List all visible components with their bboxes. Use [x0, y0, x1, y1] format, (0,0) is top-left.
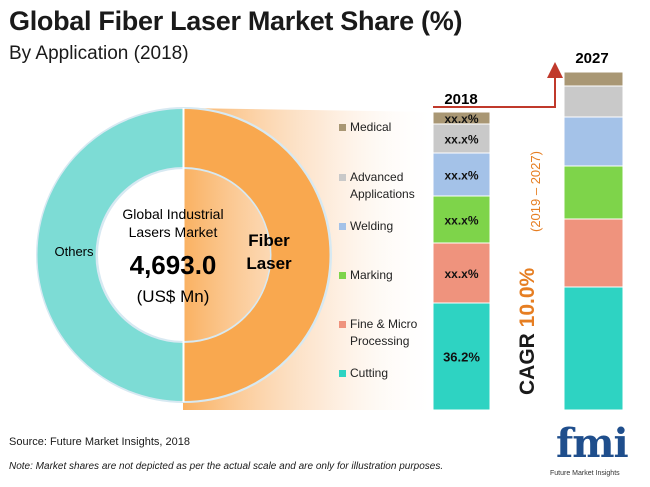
bar-2027 [563, 71, 624, 411]
cagr-label: CAGR 10.0% [516, 267, 539, 395]
legend-swatch-medical [339, 124, 346, 131]
bar-2018-segment-marking [432, 195, 491, 244]
bar-2027-segment-medical [563, 71, 624, 87]
note-text: Note: Market shares are not depicted as … [9, 461, 444, 472]
legend-swatch-welding [339, 223, 346, 230]
bar-2018-label-welding: xx.x% [444, 169, 478, 183]
donut-segment-others [37, 109, 185, 401]
fiber-laser-label-2: Laser [246, 254, 292, 273]
legend-label-medical: Medical [350, 120, 391, 134]
legend-swatch-advanced-applications [339, 174, 346, 181]
cagr-period: (2019 – 2027) [528, 151, 543, 232]
bar-2018-label-advanced-applications: xx.x% [444, 133, 478, 147]
growth-arrow [490, 62, 563, 108]
bar-2027-segment-welding [563, 116, 624, 167]
legend-swatch-fine-micro-processing [339, 321, 346, 328]
legend: Cutting Fine & Micro Processing Marking Weld… [339, 120, 418, 380]
fiber-laser-label-1: Fiber [248, 231, 290, 250]
bar-2018-label-marking: xx.x% [444, 214, 478, 228]
legend-label-fine-micro-processing-2: Processing [350, 334, 409, 348]
bar-2018-segment-cutting [432, 302, 491, 411]
donut-center-line-1: Global Industrial [122, 206, 223, 222]
fmi-logo: fmi Future Market Insights [550, 420, 646, 480]
chart-subtitle: By Application (2018) [9, 43, 189, 64]
source-text: Source: Future Market Insights, 2018 [9, 436, 190, 448]
legend-swatch-marking [339, 272, 346, 279]
legend-label-marking: Marking [350, 268, 393, 282]
bar-2018-segment-fine-micro-processing [432, 242, 491, 304]
logo-subtext: Future Market Insights [550, 470, 620, 477]
bar-2018: 36.2% xx.x% xx.x% xx.x% xx.x% xx.x% [432, 111, 491, 411]
bar-2018-label-cutting: 36.2% [443, 350, 480, 365]
legend-label-advanced-applications-2: Applications [350, 187, 415, 201]
bar-2018-label-medical: xx.x% [444, 112, 478, 126]
bar-2018-segment-medical [432, 111, 491, 125]
donut-center-line-2: Lasers Market [129, 224, 218, 240]
bar-2027-segment-fine-micro-processing [563, 218, 624, 288]
bar-2018-label: 2018 [444, 91, 477, 108]
legend-label-advanced-applications-1: Advanced [350, 170, 403, 184]
bar-2027-segment-cutting [563, 286, 624, 411]
bar-2027-label: 2027 [575, 50, 608, 67]
bar-2018-label-fine-micro-processing: xx.x% [444, 267, 478, 281]
bar-2018-segment-welding [432, 152, 491, 197]
donut-center-value: 4,693.0 [130, 250, 217, 280]
legend-label-fine-micro-processing-1: Fine & Micro [350, 317, 418, 331]
donut-center-unit: (US$ Mn) [137, 287, 210, 306]
logo-text: fmi [556, 420, 629, 467]
others-label: Others [54, 244, 94, 259]
legend-label-welding: Welding [350, 219, 393, 233]
chart-title: Global Fiber Laser Market Share (%) [9, 6, 463, 36]
legend-label-cutting: Cutting [350, 366, 388, 380]
bar-2027-segment-marking [563, 165, 624, 220]
donut-segment-fiber-laser [182, 109, 330, 401]
legend-swatch-cutting [339, 370, 346, 377]
bar-2027-segment-advanced-applications [563, 85, 624, 118]
bar-2018-segment-advanced-applications [432, 123, 491, 154]
